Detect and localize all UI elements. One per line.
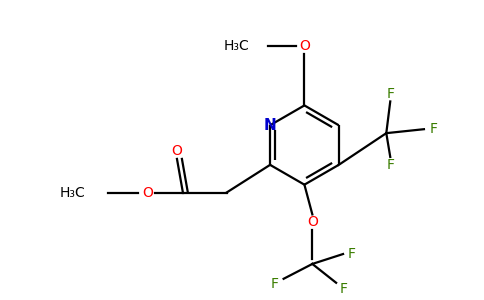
Text: N: N bbox=[264, 118, 276, 133]
Text: O: O bbox=[299, 39, 310, 53]
Text: O: O bbox=[307, 215, 318, 229]
Text: F: F bbox=[340, 282, 348, 296]
Text: F: F bbox=[348, 247, 356, 261]
Text: H₃C: H₃C bbox=[223, 39, 249, 53]
Text: H₃C: H₃C bbox=[60, 186, 86, 200]
Text: O: O bbox=[142, 186, 152, 200]
Text: F: F bbox=[386, 158, 394, 172]
Text: F: F bbox=[430, 122, 438, 136]
Text: O: O bbox=[171, 144, 182, 158]
Text: F: F bbox=[271, 277, 279, 291]
Text: F: F bbox=[386, 86, 394, 100]
